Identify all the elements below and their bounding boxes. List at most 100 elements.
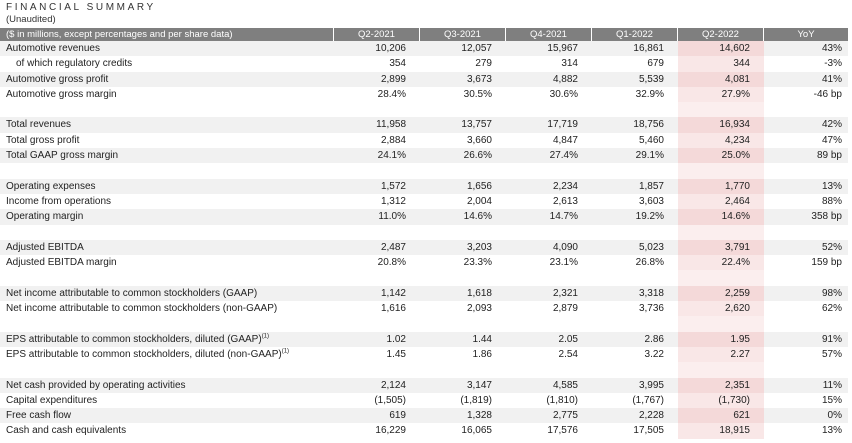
value-cell: 1,770 — [678, 178, 764, 194]
value-cell: 16,065 — [461, 425, 492, 437]
value-cell: 1,616 — [380, 303, 406, 315]
spacer-cell — [592, 163, 678, 179]
table-row: Adjusted EBITDA margin 20.8% 23.3% 23.1% 26.… — [0, 255, 848, 271]
spacer-cell — [764, 102, 848, 118]
yoy-cell: 57% — [821, 348, 842, 360]
spacer-row — [0, 270, 848, 286]
value-cell: 1,312 — [380, 195, 406, 207]
row-label-text: Net income attributable to common stockh… — [6, 303, 278, 315]
value-cell: 1,572 — [334, 178, 420, 194]
value-cell: 17,576 — [547, 425, 578, 437]
table-row: Operating expenses 1,572 1,656 2,234 1,857 1,… — [0, 178, 848, 194]
row-label: Operating margin — [0, 209, 334, 225]
row-label-text: Automotive gross margin — [6, 88, 117, 100]
value-cell: 314 — [561, 58, 578, 70]
spacer-cell — [334, 362, 420, 378]
spacer-cell — [506, 362, 592, 378]
value-cell: 29.1% — [592, 148, 678, 164]
value-cell: 2,899 — [334, 71, 420, 87]
row-label-text: Total gross profit — [6, 134, 80, 146]
spacer-cell — [0, 362, 334, 378]
value-cell: 1.44 — [420, 331, 506, 347]
spacer-cell — [334, 102, 420, 118]
row-label-text: Total GAAP gross margin — [6, 150, 119, 162]
value-cell: 3,736 — [638, 303, 664, 315]
spacer-cell — [678, 163, 764, 179]
row-label: Cash and cash equivalents — [0, 423, 334, 438]
row-label: Adjusted EBITDA margin — [0, 255, 334, 270]
row-label-text: Total revenues — [6, 119, 72, 131]
row-label: EPS attributable to common stockholders,… — [0, 331, 334, 347]
value-cell: 20.8% — [377, 257, 406, 269]
value-cell: 28.4% — [377, 88, 406, 100]
spacer-cell — [420, 163, 506, 179]
value-cell: 14.7% — [506, 209, 592, 225]
table-row: Adjusted EBITDA 2,487 3,203 4,090 5,023 3,791… — [0, 239, 848, 256]
value-cell: 2.05 — [506, 331, 592, 347]
value-cell: 4,081 — [678, 71, 764, 87]
value-cell: 1,328 — [420, 408, 506, 424]
spacer-cell — [764, 224, 848, 240]
value-cell: 16,229 — [375, 425, 406, 437]
row-label-text: Adjusted EBITDA margin — [6, 257, 117, 269]
spacer-cell — [678, 102, 764, 118]
table-row: of which regulatory credits 354 279 314 679 3… — [0, 56, 848, 72]
row-label: Automotive revenues — [0, 41, 334, 57]
column-header-q4-2021: Q4-2021 — [506, 28, 592, 41]
yoy-cell: 42% — [764, 117, 848, 133]
spacer-cell — [592, 270, 678, 286]
yoy-cell: 88% — [821, 195, 842, 207]
spacer-cell — [0, 163, 334, 179]
spacer-cell — [506, 102, 592, 118]
value-cell: 2,879 — [552, 303, 578, 315]
spacer-cell — [764, 163, 848, 179]
value-cell: 23.3% — [463, 257, 492, 269]
spacer-cell — [0, 270, 334, 286]
table-row: Automotive revenues 10,206 12,057 15,967 16,… — [0, 41, 848, 57]
spacer-cell — [0, 102, 334, 118]
value-cell: 1.86 — [472, 348, 492, 360]
yoy-cell: 15% — [821, 394, 842, 406]
value-cell: 279 — [475, 58, 492, 70]
value-cell: 3,147 — [420, 377, 506, 393]
value-cell: (1,505) — [374, 394, 406, 406]
value-cell: 2,620 — [678, 301, 764, 317]
value-cell: 22.4% — [678, 255, 764, 271]
footnote-marker: (1) — [281, 348, 290, 355]
value-cell: 18,915 — [678, 423, 764, 439]
spacer-cell — [764, 270, 848, 286]
value-cell: 16,861 — [592, 41, 678, 57]
value-cell: 4,882 — [506, 71, 592, 87]
value-cell: 1.45 — [386, 348, 406, 360]
value-cell: 3,791 — [678, 239, 764, 256]
value-cell: 2,093 — [466, 303, 492, 315]
yoy-cell: 159 bp — [811, 257, 842, 269]
table-row: Free cash flow 619 1,328 2,775 2,228 621 0% — [0, 408, 848, 424]
spacer-cell — [678, 270, 764, 286]
spacer-cell — [420, 362, 506, 378]
yoy-cell: 89 bp — [764, 148, 848, 164]
value-cell: 17,505 — [633, 425, 664, 437]
value-cell: 14.6% — [678, 209, 764, 225]
value-cell: 11.0% — [334, 209, 420, 225]
column-header-q2-2021: Q2-2021 — [334, 28, 420, 41]
table-row: EPS attributable to common stockholders,… — [0, 331, 848, 347]
row-label: Net income attributable to common stockh… — [0, 301, 334, 316]
value-cell: 25.0% — [678, 148, 764, 164]
financial-summary-table: ($ in millions, except percentages and p… — [0, 28, 848, 439]
value-cell: 344 — [678, 56, 764, 72]
value-cell: 619 — [334, 408, 420, 424]
spacer-cell — [592, 102, 678, 118]
value-cell: 3.22 — [644, 348, 664, 360]
yoy-cell: -46 bp — [813, 88, 842, 100]
row-label: Automotive gross margin — [0, 87, 334, 102]
value-cell: 10,206 — [334, 41, 420, 57]
table-row: Net income attributable to common stockh… — [0, 285, 848, 302]
value-cell: 2,464 — [678, 193, 764, 210]
yoy-cell: 47% — [821, 134, 842, 146]
row-label: Total GAAP gross margin — [0, 148, 334, 164]
report-title: FINANCIAL SUMMARY — [6, 2, 156, 13]
row-label-text: Operating margin — [6, 211, 84, 223]
value-cell: 24.1% — [334, 148, 420, 164]
value-cell: 2,613 — [552, 195, 578, 207]
